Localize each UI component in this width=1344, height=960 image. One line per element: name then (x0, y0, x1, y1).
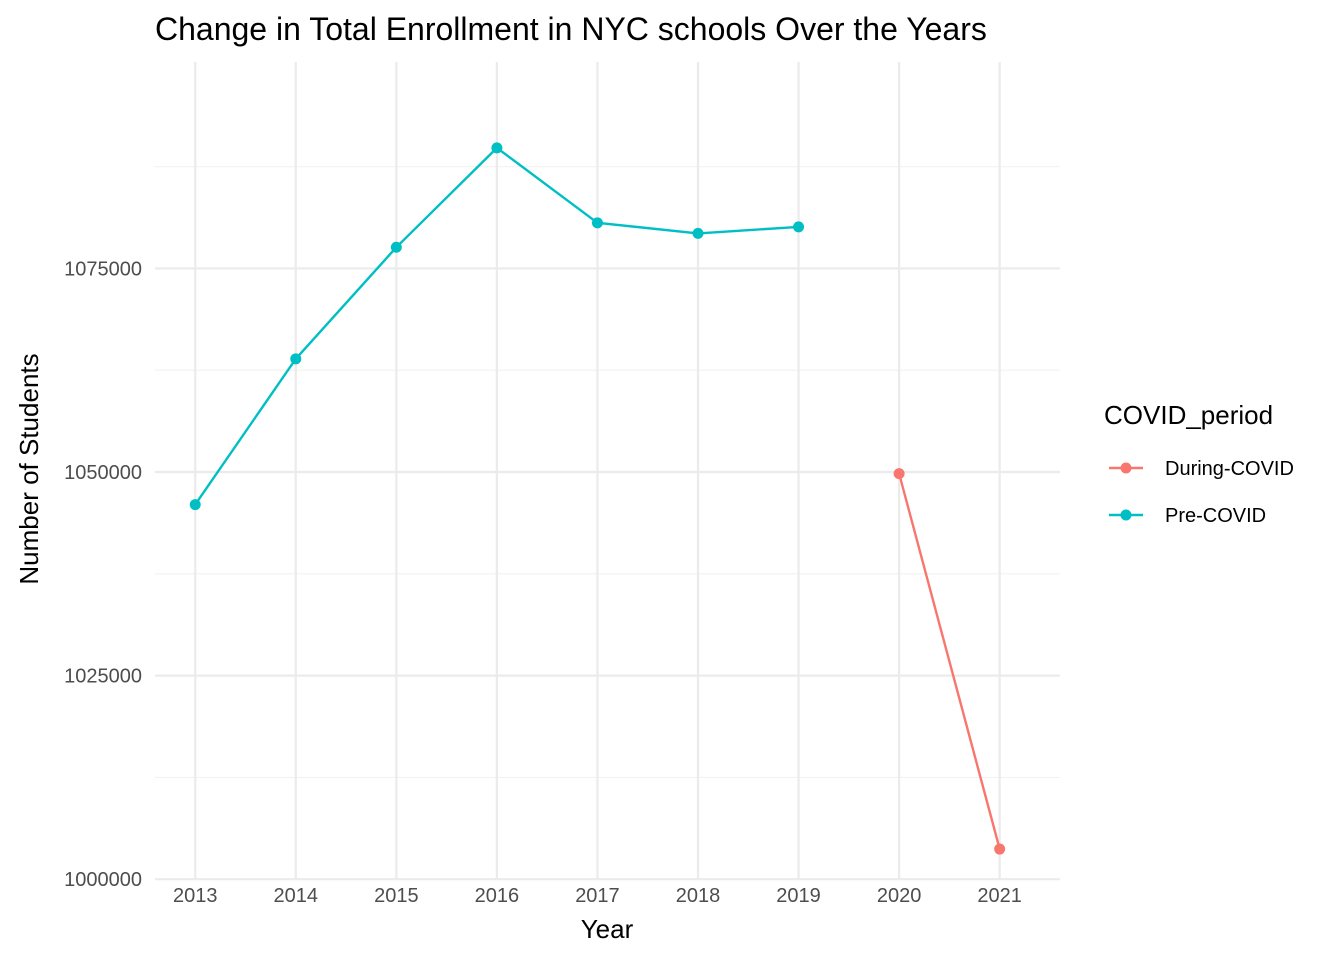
chart-title: Change in Total Enrollment in NYC school… (155, 11, 987, 47)
data-point-pre-covid (189, 499, 201, 511)
legend: COVID_period During-COVID Pre-COVID (1104, 400, 1294, 527)
x-tick-label: 2021 (977, 885, 1022, 907)
legend-label: During-COVID (1165, 458, 1294, 480)
data-point-during-covid (893, 468, 905, 480)
legend-key-point (1120, 462, 1132, 474)
y-tick-label: 1000000 (64, 869, 142, 891)
series-layer (189, 142, 1006, 855)
x-tick-label: 2014 (274, 885, 319, 907)
x-axis-title: Year (581, 914, 634, 944)
y-tick-label: 1050000 (64, 462, 142, 484)
legend-label: Pre-COVID (1165, 505, 1266, 527)
x-tick-labels: 2013 2014 2015 2016 2017 2018 2019 2020 2021 (173, 885, 1022, 907)
data-point-pre-covid (793, 221, 805, 233)
x-tick-label: 2018 (676, 885, 721, 907)
data-point-pre-covid (491, 142, 503, 154)
y-tick-label: 1025000 (64, 666, 142, 688)
x-tick-label: 2020 (877, 885, 922, 907)
data-point-during-covid (994, 843, 1006, 855)
legend-title: COVID_period (1104, 400, 1273, 430)
data-point-pre-covid (390, 241, 402, 253)
data-point-pre-covid (692, 227, 704, 239)
x-tick-label: 2013 (173, 885, 218, 907)
y-tick-label: 1075000 (64, 258, 142, 280)
series-line-during-covid (897, 473, 1001, 850)
data-point-pre-covid (290, 353, 302, 365)
x-tick-label: 2015 (374, 885, 419, 907)
grid (155, 62, 1060, 881)
x-tick-label: 2017 (575, 885, 620, 907)
legend-entries: During-COVID Pre-COVID (1109, 458, 1294, 527)
y-axis-title: Number of Students (14, 353, 44, 584)
legend-key-point (1120, 509, 1132, 521)
x-tick-label: 2016 (475, 885, 520, 907)
x-tick-label: 2019 (776, 885, 821, 907)
data-point-pre-covid (591, 217, 603, 229)
y-tick-labels: 1000000 1025000 1050000 1075000 (64, 258, 142, 891)
